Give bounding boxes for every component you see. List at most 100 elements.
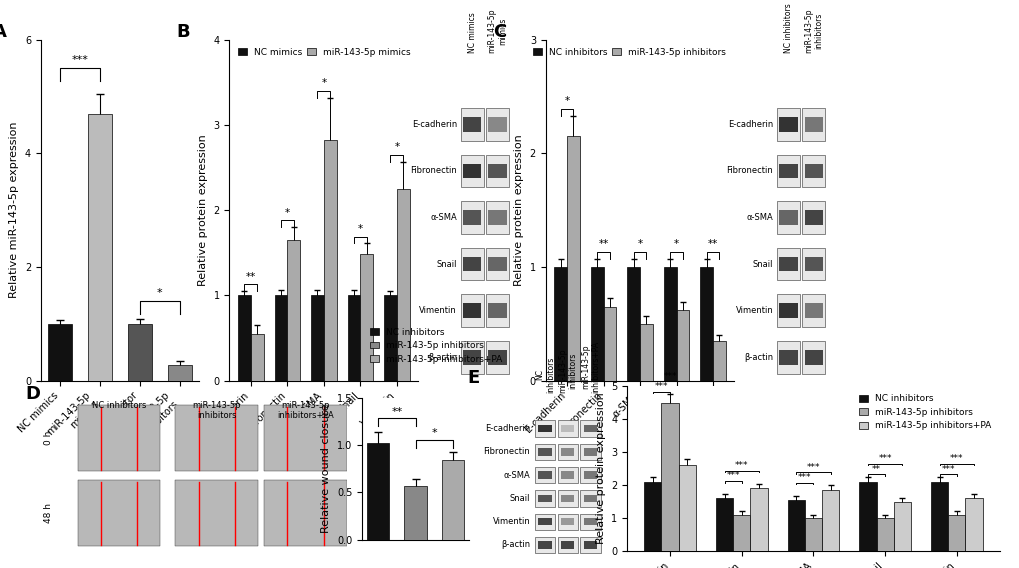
Text: ***: *** bbox=[735, 461, 748, 470]
Text: *: * bbox=[394, 142, 399, 152]
Bar bbox=[930, 482, 948, 551]
Text: ***: *** bbox=[662, 371, 677, 381]
Y-axis label: Relative miR-143-5p expression: Relative miR-143-5p expression bbox=[9, 122, 19, 298]
Text: *: * bbox=[157, 288, 162, 298]
Bar bbox=[274, 295, 287, 381]
Text: **: ** bbox=[598, 239, 608, 249]
FancyBboxPatch shape bbox=[175, 406, 258, 471]
Bar bbox=[590, 267, 603, 381]
FancyBboxPatch shape bbox=[534, 420, 554, 437]
Bar bbox=[567, 136, 579, 381]
FancyBboxPatch shape bbox=[560, 518, 574, 525]
Text: Fibronectin: Fibronectin bbox=[410, 166, 457, 176]
Text: ***: *** bbox=[949, 454, 963, 463]
Text: *: * bbox=[321, 78, 326, 88]
FancyBboxPatch shape bbox=[779, 257, 797, 272]
FancyBboxPatch shape bbox=[801, 248, 824, 281]
Text: E-cadherin: E-cadherin bbox=[412, 120, 457, 129]
Y-axis label: Relative wound closure: Relative wound closure bbox=[321, 404, 331, 533]
FancyBboxPatch shape bbox=[801, 201, 824, 234]
Text: ***: *** bbox=[797, 473, 811, 482]
Text: Snail: Snail bbox=[752, 260, 772, 269]
FancyBboxPatch shape bbox=[779, 164, 797, 178]
FancyBboxPatch shape bbox=[488, 303, 506, 318]
Bar bbox=[750, 488, 767, 551]
FancyBboxPatch shape bbox=[488, 210, 506, 225]
FancyBboxPatch shape bbox=[485, 248, 508, 281]
Bar bbox=[88, 114, 112, 381]
Legend: NC inhibitors, miR-143-5p inhibitors, miR-143-5p inhibitors+PA: NC inhibitors, miR-143-5p inhibitors, mi… bbox=[855, 391, 995, 434]
FancyBboxPatch shape bbox=[560, 495, 574, 502]
Text: E-cadherin: E-cadherin bbox=[728, 120, 772, 129]
FancyBboxPatch shape bbox=[488, 164, 506, 178]
FancyBboxPatch shape bbox=[463, 164, 481, 178]
Text: ***: *** bbox=[654, 382, 667, 391]
Text: C: C bbox=[492, 23, 505, 41]
Text: NC
inhibitors: NC inhibitors bbox=[535, 357, 554, 393]
FancyBboxPatch shape bbox=[801, 294, 824, 327]
FancyBboxPatch shape bbox=[77, 406, 160, 471]
FancyBboxPatch shape bbox=[560, 448, 574, 456]
FancyBboxPatch shape bbox=[560, 541, 574, 549]
FancyBboxPatch shape bbox=[804, 303, 822, 318]
FancyBboxPatch shape bbox=[801, 341, 824, 374]
FancyBboxPatch shape bbox=[538, 425, 551, 432]
Bar bbox=[384, 295, 396, 381]
Legend: NC inhibitors, miR-143-5p inhibitors, miR-143-5p inhibitors+PA: NC inhibitors, miR-143-5p inhibitors, mi… bbox=[366, 324, 505, 367]
Bar bbox=[237, 295, 251, 381]
Text: E-cadherin: E-cadherin bbox=[484, 424, 530, 433]
Bar bbox=[396, 189, 410, 381]
FancyBboxPatch shape bbox=[776, 341, 799, 374]
Text: D: D bbox=[25, 385, 41, 403]
FancyBboxPatch shape bbox=[461, 108, 484, 141]
Bar bbox=[700, 267, 712, 381]
FancyBboxPatch shape bbox=[804, 164, 822, 178]
Text: β-actin: β-actin bbox=[428, 353, 457, 362]
Text: Fibronectin: Fibronectin bbox=[726, 166, 772, 176]
FancyBboxPatch shape bbox=[557, 444, 578, 460]
Bar bbox=[893, 502, 910, 551]
Bar bbox=[251, 333, 263, 381]
FancyBboxPatch shape bbox=[534, 444, 554, 460]
FancyBboxPatch shape bbox=[463, 303, 481, 318]
Text: ***: *** bbox=[71, 55, 89, 65]
FancyBboxPatch shape bbox=[776, 154, 799, 187]
Bar bbox=[167, 365, 192, 381]
Bar bbox=[821, 490, 839, 551]
FancyBboxPatch shape bbox=[461, 201, 484, 234]
Bar bbox=[627, 267, 640, 381]
Text: B: B bbox=[176, 23, 191, 41]
Bar bbox=[311, 295, 324, 381]
Text: **: ** bbox=[871, 465, 880, 474]
Bar bbox=[644, 482, 660, 551]
FancyBboxPatch shape bbox=[776, 248, 799, 281]
FancyBboxPatch shape bbox=[779, 350, 797, 365]
Bar bbox=[663, 267, 676, 381]
FancyBboxPatch shape bbox=[776, 108, 799, 141]
FancyBboxPatch shape bbox=[485, 294, 508, 327]
Text: miR-143-5p
mimics: miR-143-5p mimics bbox=[487, 9, 506, 53]
Bar bbox=[948, 515, 965, 551]
Legend: NC inhibitors, miR-143-5p inhibitors: NC inhibitors, miR-143-5p inhibitors bbox=[529, 44, 730, 61]
Y-axis label: Relative protein expression: Relative protein expression bbox=[514, 134, 524, 286]
FancyBboxPatch shape bbox=[804, 257, 822, 272]
FancyBboxPatch shape bbox=[779, 210, 797, 225]
Text: ***: *** bbox=[941, 465, 954, 474]
Text: NC mimics: NC mimics bbox=[468, 12, 476, 53]
FancyBboxPatch shape bbox=[534, 490, 554, 507]
Bar bbox=[553, 267, 567, 381]
Bar bbox=[804, 518, 821, 551]
FancyBboxPatch shape bbox=[264, 406, 346, 471]
FancyBboxPatch shape bbox=[463, 210, 481, 225]
FancyBboxPatch shape bbox=[580, 444, 600, 460]
FancyBboxPatch shape bbox=[488, 117, 506, 132]
FancyBboxPatch shape bbox=[557, 467, 578, 483]
FancyBboxPatch shape bbox=[776, 201, 799, 234]
Text: Vimentin: Vimentin bbox=[492, 517, 530, 526]
Text: β-actin: β-actin bbox=[500, 541, 530, 549]
Text: miR-143-5p
inhibitors: miR-143-5p inhibitors bbox=[557, 349, 577, 393]
FancyBboxPatch shape bbox=[560, 471, 574, 479]
Bar bbox=[733, 515, 750, 551]
FancyBboxPatch shape bbox=[485, 108, 508, 141]
FancyBboxPatch shape bbox=[488, 350, 506, 365]
